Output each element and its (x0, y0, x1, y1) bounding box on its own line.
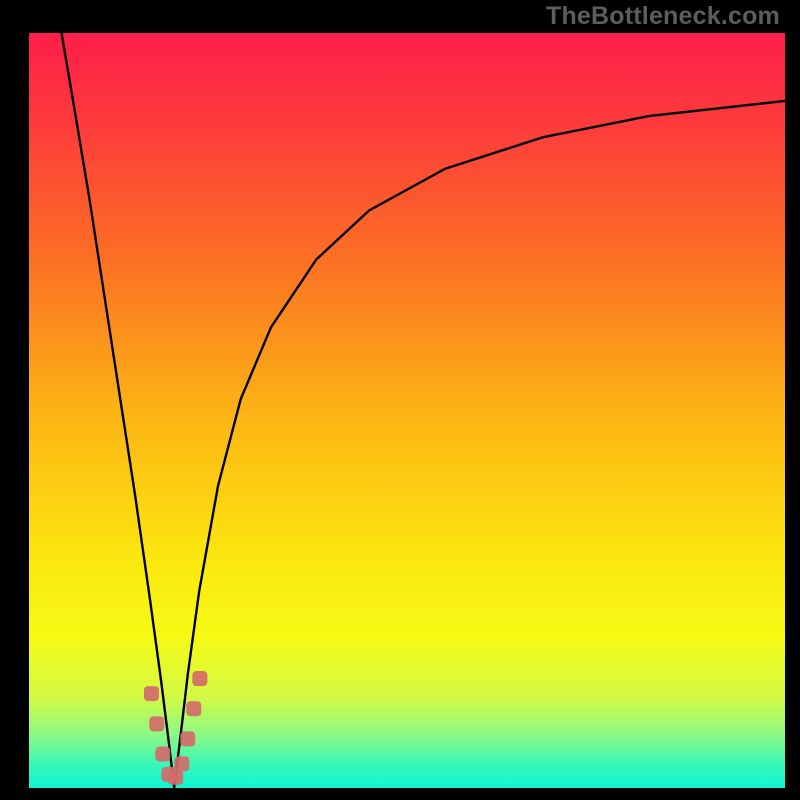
highlight-marker (180, 731, 195, 746)
highlight-marker (186, 701, 201, 716)
frame-border-bottom (0, 788, 800, 800)
highlight-marker (174, 756, 189, 771)
frame-border-right (785, 0, 800, 800)
bottleneck-chart (29, 33, 785, 788)
highlight-marker (192, 671, 207, 686)
highlight-marker (149, 716, 164, 731)
watermark-text: TheBottleneck.com (546, 2, 780, 31)
highlight-marker (155, 747, 170, 762)
highlight-marker (144, 686, 159, 701)
frame-border-left (0, 0, 29, 800)
gradient-background (29, 33, 785, 788)
highlight-marker (168, 770, 183, 785)
